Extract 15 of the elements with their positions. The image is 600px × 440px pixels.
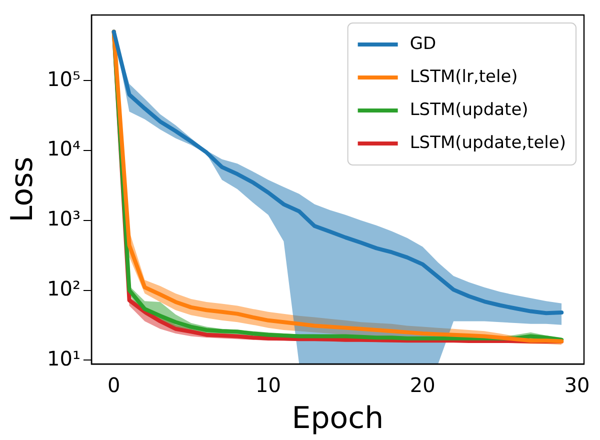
y-tick-label: 10⁴ [47, 136, 80, 161]
x-tick-label: 20 [410, 373, 436, 398]
y-tick-label: 10¹ [47, 346, 80, 370]
x-tick-label: 30 [564, 373, 590, 398]
legend-label: LSTM(update) [410, 100, 528, 120]
y-axis-title: Loss [4, 156, 40, 222]
y-tick-label: 10³ [47, 206, 80, 231]
y-tick-label: 10² [47, 276, 80, 300]
x-tick-label: 10 [256, 373, 281, 398]
legend-label: LSTM(update,tele) [410, 132, 566, 153]
legend-label: LSTM(lr,tele) [410, 66, 518, 87]
x-axis-title: Epoch [292, 400, 384, 436]
x-tick-label: 0 [107, 373, 120, 398]
legend-label: GD [410, 34, 436, 54]
y-tick-label: 10⁵ [47, 66, 80, 91]
